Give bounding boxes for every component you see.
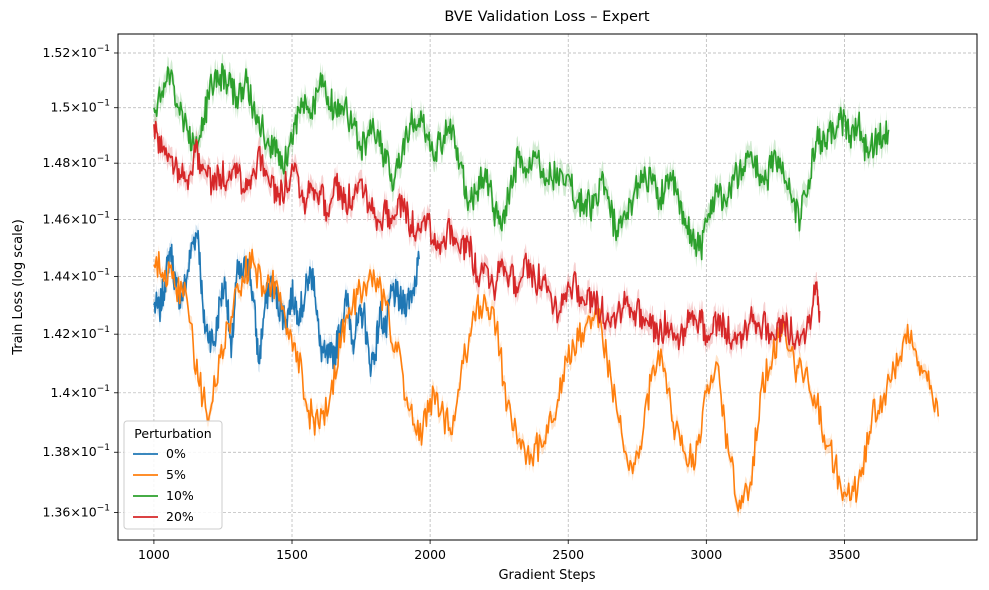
legend-items: 0% 5% 10% 20%	[133, 446, 194, 524]
y-tick-label: 1.44×10−1	[43, 267, 111, 283]
y-axis-ticks: 1.36×10−1 1.38×10−1 1.4×10−1 1.42×10−1 1.44×…	[43, 44, 118, 520]
legend-label: 20%	[166, 509, 194, 524]
series-line	[153, 120, 821, 351]
y-tick-label: 1.48×10−1	[43, 154, 111, 170]
series-line	[153, 229, 420, 377]
chart-title: BVE Validation Loss – Expert	[444, 9, 650, 25]
series-lines	[153, 63, 940, 512]
x-tick-label: 1500	[276, 547, 308, 562]
grid	[118, 34, 977, 540]
y-tick-label: 1.46×10−1	[43, 210, 111, 226]
y-axis-title: Train Loss (log scale)	[11, 219, 26, 356]
legend-label: 10%	[166, 488, 194, 503]
y-tick-label: 1.38×10−1	[43, 443, 111, 459]
plot-frame	[117, 33, 978, 541]
x-axis-title: Gradient Steps	[498, 568, 595, 583]
legend-title: Perturbation	[134, 426, 211, 441]
x-tick-label: 2000	[414, 547, 446, 562]
y-tick-label: 1.36×10−1	[43, 504, 111, 520]
legend-label: 5%	[166, 467, 186, 482]
y-tick-label: 1.42×10−1	[43, 325, 111, 341]
x-tick-label: 2500	[552, 547, 584, 562]
y-tick-label: 1.52×10−1	[43, 44, 111, 60]
legend: Perturbation 0% 5% 10% 20%	[123, 420, 223, 530]
x-tick-label: 3500	[829, 547, 861, 562]
y-tick-label: 1.5×10−1	[50, 99, 110, 115]
x-tick-label: 1000	[138, 547, 170, 562]
series-line	[153, 63, 890, 261]
series-line	[153, 248, 940, 512]
x-tick-label: 3000	[690, 547, 722, 562]
x-axis-ticks: 1000 1500 2000 2500 3000 3500	[138, 540, 860, 562]
legend-label: 0%	[166, 446, 186, 461]
y-tick-label: 1.4×10−1	[50, 384, 110, 400]
legend-box	[123, 420, 223, 530]
